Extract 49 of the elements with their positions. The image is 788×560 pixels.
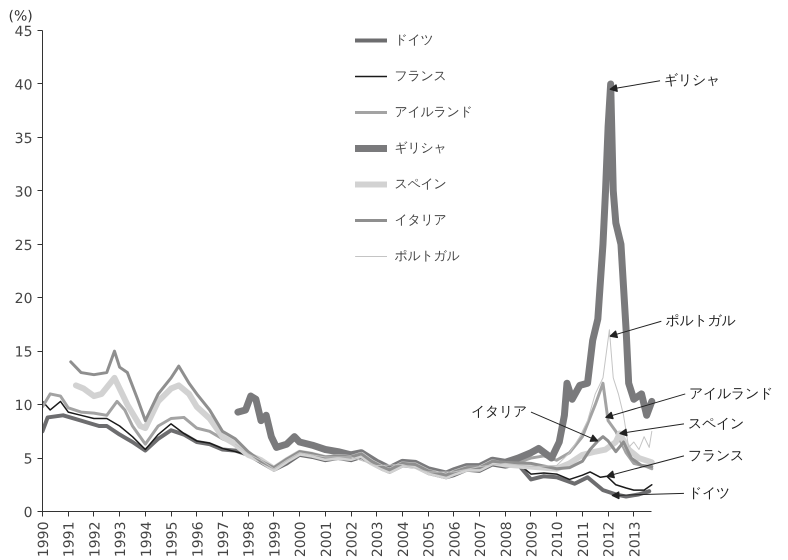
x-tick-label: 1990 [36, 521, 52, 558]
annotation: ギリシャ [664, 72, 720, 89]
annotation: イタリア [470, 404, 527, 420]
y-tick-label: 15 [14, 344, 33, 361]
x-tick-label: 2009 [524, 521, 540, 558]
x-tick-label: 2000 [293, 521, 310, 558]
legend-label: スペイン [394, 176, 446, 193]
x-tick-label: 1994 [138, 521, 155, 558]
x-tick-label: 2013 [627, 521, 644, 558]
x-tick-label: 2011 [576, 521, 592, 558]
x-tick-label: 2001 [318, 521, 335, 558]
legend-label: アイルランド [394, 104, 472, 121]
x-tick-label: 2002 [344, 521, 361, 558]
annotation: ポルトガル [665, 313, 736, 330]
y-tick-label: 35 [14, 130, 33, 147]
y-tick-label: 0 [24, 505, 33, 521]
legend-label: イタリア [394, 212, 446, 229]
y-tick-label: 20 [14, 291, 33, 308]
legend-label: ギリシャ [394, 140, 446, 157]
x-tick-label: 2008 [498, 521, 515, 558]
annotation: アイルランド [689, 386, 774, 402]
x-tick-label: 2004 [396, 521, 412, 558]
x-tick-label: 1997 [216, 521, 232, 558]
x-tick-label: 2012 [602, 521, 618, 558]
x-tick-label: 2007 [473, 521, 490, 558]
x-tick-label: 1992 [87, 521, 104, 558]
x-tick-label: 1993 [113, 521, 130, 558]
y-axis-title: (%) [8, 8, 33, 24]
legend-label: フランス [394, 68, 446, 85]
x-tick-label: 1999 [267, 521, 284, 558]
x-tick-label: 2005 [422, 521, 438, 558]
y-tick-label: 30 [14, 184, 33, 200]
x-tick-label: 2003 [370, 521, 386, 558]
legend-label: ドイツ [394, 32, 434, 49]
annotation: スペイン [688, 416, 744, 432]
x-tick-label: 1995 [164, 521, 181, 558]
y-tick-label: 40 [14, 77, 33, 94]
legend-label: ポルトガル [394, 248, 460, 265]
x-tick-label: 2010 [550, 521, 566, 558]
x-tick-label: 1998 [242, 521, 258, 558]
y-tick-label: 25 [14, 238, 33, 254]
x-tick-label: 1996 [190, 521, 206, 558]
y-tick-label: 10 [14, 398, 33, 414]
x-tick-label: 2006 [447, 521, 464, 558]
y-tick-label: 45 [14, 24, 33, 40]
x-tick-label: 1991 [62, 521, 78, 558]
annotation: フランス [688, 448, 744, 464]
annotation: ドイツ [688, 485, 730, 502]
y-tick-label: 5 [24, 452, 33, 468]
